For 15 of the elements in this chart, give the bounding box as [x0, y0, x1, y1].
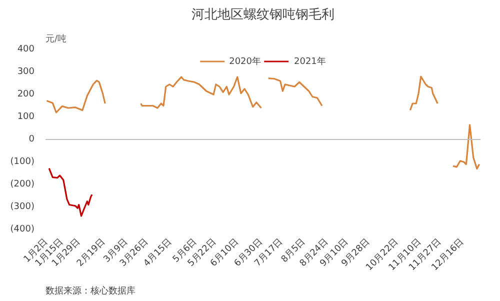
y-tick-label: 300	[17, 67, 35, 77]
legend-label: 2020年	[229, 56, 261, 68]
line-series	[48, 168, 93, 217]
legend-label: 2021年	[294, 56, 326, 68]
y-tick-label: 200	[17, 90, 35, 100]
y-tick-label: (100)	[10, 157, 34, 167]
y-tick-label: (400)	[10, 224, 34, 234]
y-tick-label: 400	[17, 44, 35, 54]
y-axis-title: 元/吨	[46, 34, 67, 44]
y-tick-label: 100	[17, 112, 35, 122]
source-note: 数据来源：核心数据库	[46, 286, 136, 296]
chart-title: 河北地区螺纹钢吨钢毛利	[192, 8, 334, 22]
y-tick-label: 0	[28, 134, 35, 144]
y-tick-label: (200)	[10, 180, 34, 190]
y-tick-label: (300)	[10, 202, 34, 212]
